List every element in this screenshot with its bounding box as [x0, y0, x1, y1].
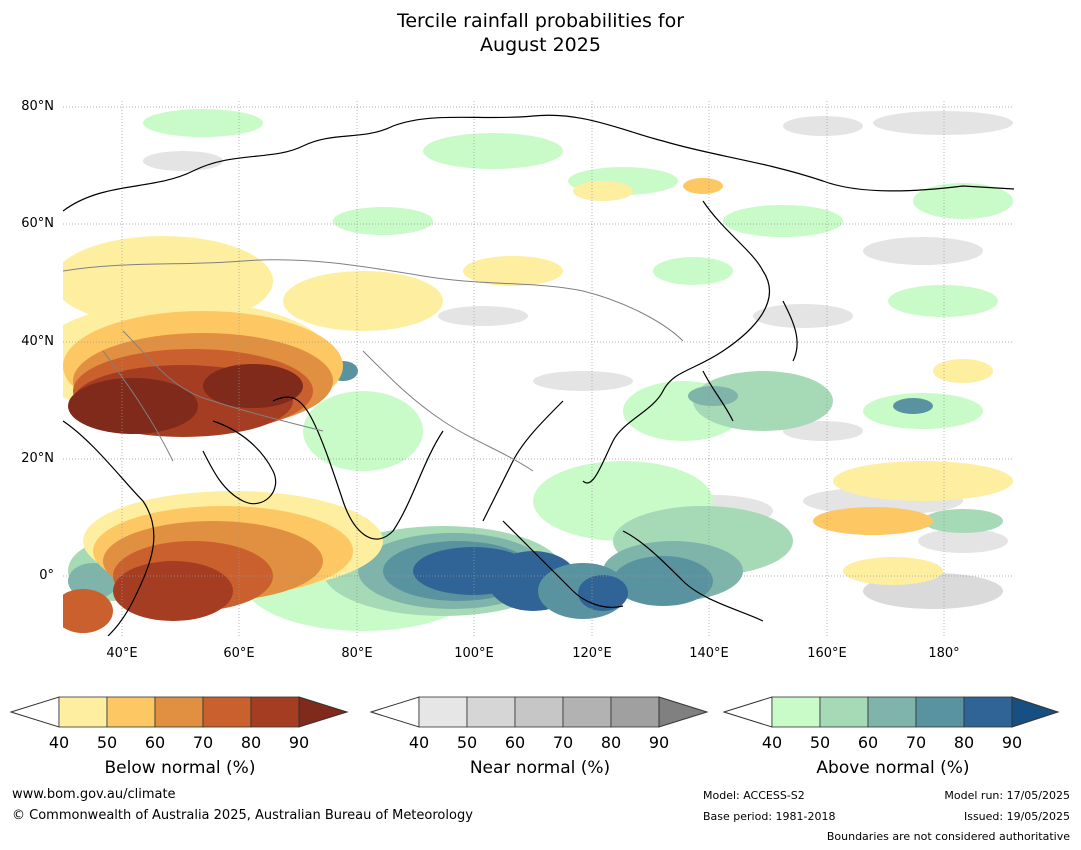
lon-label-40e: 40°E: [106, 646, 138, 661]
copyright-text: © Commonwealth of Australia 2025, Austra…: [12, 808, 473, 823]
legend-caption-near: Near normal (%): [469, 758, 611, 778]
lat-label-80n: 80°N: [21, 99, 54, 114]
tick-90: 90: [288, 733, 310, 752]
rainfall-probability-map: [63, 101, 1014, 636]
tick-60: 60: [857, 733, 879, 752]
tick-50: 50: [456, 733, 478, 752]
map-title: Tercile rainfall probabilities for Augus…: [0, 9, 1081, 57]
map-canvas: [63, 101, 1014, 636]
boundaries: [63, 259, 684, 472]
tick-80: 80: [953, 733, 975, 752]
tick-50: 50: [809, 733, 831, 752]
base-period-text: Base period: 1981-2018: [703, 810, 836, 823]
tick-70: 70: [905, 733, 927, 752]
colorbar-below-normal: [10, 696, 349, 728]
legend-near-normal: 40 50 60 70 80 90 Near normal (%): [370, 695, 710, 780]
gridlines: [63, 101, 1014, 636]
disclaimer-text: Boundaries are not considered authoritat…: [826, 830, 1070, 843]
tick-50: 50: [96, 733, 118, 752]
legend-caption-below: Below normal (%): [104, 758, 256, 778]
legend-below-normal: 40 50 60 70 80 90 Below normal (%): [10, 695, 350, 780]
tick-40: 40: [761, 733, 783, 752]
tick-60: 60: [144, 733, 166, 752]
lat-label-20n: 20°N: [21, 451, 54, 466]
tick-80: 80: [600, 733, 622, 752]
below-normal-areas: [63, 178, 1013, 633]
lat-label-40n: 40°N: [21, 334, 54, 349]
tick-40: 40: [48, 733, 70, 752]
lon-label-160e: 160°E: [807, 646, 847, 661]
lon-label-120e: 120°E: [572, 646, 612, 661]
colorbar-above-normal: [723, 696, 1060, 728]
colorbar-near-normal: [370, 696, 709, 728]
tick-70: 70: [192, 733, 214, 752]
lon-label-180: 180°: [928, 646, 960, 661]
lon-label-80e: 80°E: [341, 646, 373, 661]
lat-label-60n: 60°N: [21, 216, 54, 231]
model-text: Model: ACCESS-S2: [703, 789, 805, 802]
title-line-1: Tercile rainfall probabilities for: [396, 10, 685, 32]
lon-label-140e: 140°E: [689, 646, 729, 661]
website-link[interactable]: www.bom.gov.au/climate: [12, 787, 176, 802]
legend-caption-above: Above normal (%): [816, 758, 970, 778]
tick-70: 70: [552, 733, 574, 752]
lon-label-100e: 100°E: [454, 646, 494, 661]
above-normal-areas: [68, 109, 1013, 631]
tick-90: 90: [1001, 733, 1023, 752]
legend-above-normal: 40 50 60 70 80 90 Above normal (%): [723, 695, 1063, 780]
tick-40: 40: [408, 733, 430, 752]
lon-label-60e: 60°E: [223, 646, 255, 661]
title-line-2: August 2025: [480, 34, 601, 56]
lat-label-0: 0°: [39, 568, 54, 583]
model-run-text: Model run: 17/05/2025: [944, 789, 1070, 802]
issued-text: Issued: 19/05/2025: [963, 810, 1070, 823]
coastlines: [63, 114, 1014, 636]
tick-80: 80: [240, 733, 262, 752]
tick-90: 90: [648, 733, 670, 752]
tick-60: 60: [504, 733, 526, 752]
